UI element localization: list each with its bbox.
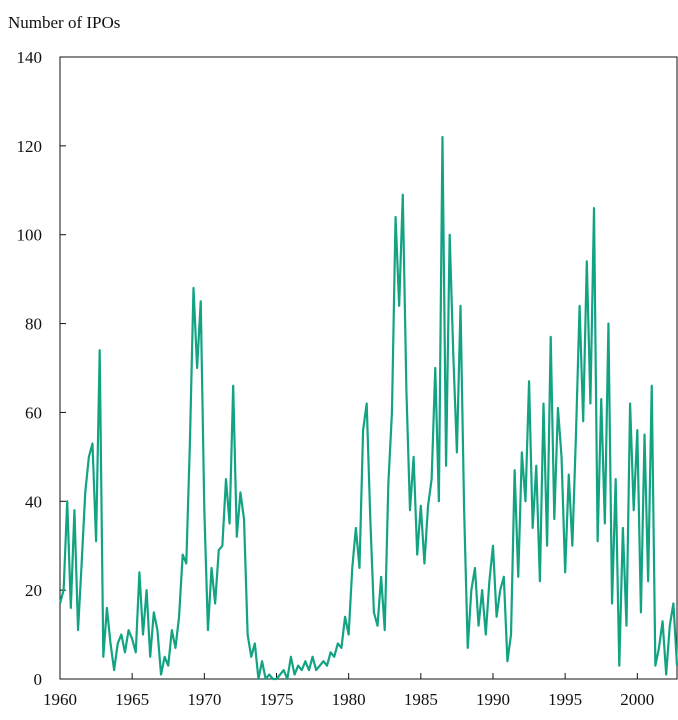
x-tick-label: 1965 bbox=[115, 690, 149, 709]
y-tick-label: 100 bbox=[17, 226, 43, 245]
x-tick-label: 1975 bbox=[259, 690, 293, 709]
y-tick-label: 140 bbox=[17, 48, 43, 67]
y-tick-label: 80 bbox=[25, 315, 42, 334]
y-axis-label: Number of IPOs bbox=[8, 13, 120, 32]
x-tick-label: 1990 bbox=[476, 690, 510, 709]
y-tick-label: 40 bbox=[25, 492, 42, 511]
x-tick-label: 1995 bbox=[548, 690, 582, 709]
x-tick-label: 1960 bbox=[43, 690, 77, 709]
x-tick-label: 1980 bbox=[332, 690, 366, 709]
data-line bbox=[58, 135, 678, 681]
y-tick-label: 60 bbox=[25, 403, 42, 422]
y-tick-label: 120 bbox=[17, 137, 43, 156]
x-tick-label: 2000 bbox=[620, 690, 654, 709]
y-tick-label: 20 bbox=[25, 581, 42, 600]
x-tick-label: 1970 bbox=[187, 690, 221, 709]
x-tick-label: 1985 bbox=[404, 690, 438, 709]
plot-frame bbox=[59, 56, 678, 680]
y-tick-label: 0 bbox=[34, 670, 43, 689]
